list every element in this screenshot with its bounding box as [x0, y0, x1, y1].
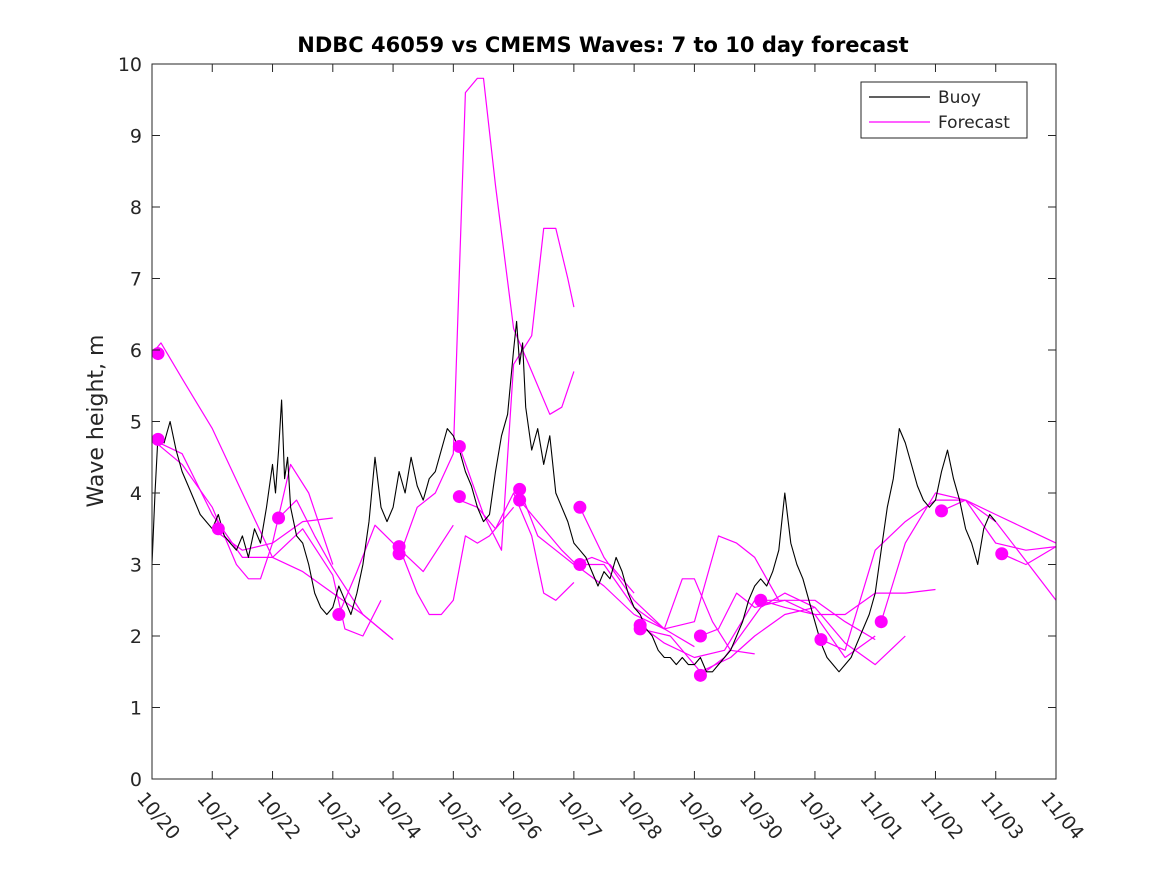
y-tick-label: 2 [130, 626, 142, 648]
y-tick-label: 9 [130, 126, 142, 148]
forecast-line-16 [640, 606, 816, 673]
legend-buoy-label: Buoy [938, 88, 981, 108]
forecast-marker [934, 504, 948, 518]
forecast-line-17 [700, 592, 876, 659]
y-tick-label: 0 [130, 769, 142, 791]
forecast-marker [754, 593, 768, 607]
y-tick-label: 3 [130, 555, 142, 577]
forecast-line-2 [151, 438, 333, 580]
forecast-marker [392, 547, 406, 561]
forecast-marker [693, 668, 707, 682]
y-axis-label: Wave height, m [84, 335, 109, 508]
plot-background [152, 64, 1056, 779]
forecast-marker [151, 347, 165, 361]
forecast-marker [995, 547, 1009, 561]
forecast-marker [452, 440, 466, 454]
chart-title: NDBC 46059 vs CMEMS Waves: 7 to 10 day f… [297, 33, 908, 57]
forecast-marker [272, 511, 286, 525]
buoy-line [151, 320, 997, 673]
forecast-line-1 [151, 342, 394, 641]
forecast-line-14 [579, 535, 780, 630]
forecast-line-15 [639, 599, 876, 659]
y-tick-label: 8 [130, 197, 142, 219]
plot-area [152, 64, 1056, 779]
forecast-line-10 [458, 227, 575, 551]
y-tick-label: 6 [130, 340, 142, 362]
series-layer [151, 77, 1057, 682]
forecast-marker [513, 493, 527, 507]
forecast-marker [693, 629, 707, 643]
forecast-line-3 [151, 438, 382, 637]
y-tick-label: 10 [118, 54, 142, 76]
forecast-marker [573, 500, 587, 514]
y-tick-label: 4 [130, 483, 142, 505]
forecast-marker [151, 432, 165, 446]
forecast-marker [814, 633, 828, 647]
forecast-line-19 [760, 588, 936, 616]
forecast-marker [332, 608, 346, 622]
y-tick-label: 5 [130, 412, 142, 434]
forecast-marker [874, 615, 888, 629]
forecast-line-13 [579, 507, 755, 655]
forecast-line-23 [1001, 546, 1057, 566]
forecast-line-5 [278, 499, 394, 641]
y-tick-label: 7 [130, 269, 142, 291]
legend: Buoy Forecast [860, 81, 1028, 139]
legend-box [860, 81, 1028, 139]
forecast-line-7 [398, 506, 515, 616]
forecast-marker [452, 490, 466, 504]
forecast-line-8 [398, 77, 575, 558]
forecast-marker [211, 522, 225, 536]
forecast-line-12 [519, 499, 695, 648]
forecast-line-22 [941, 499, 1057, 544]
legend-forecast-label: Forecast [938, 113, 1010, 133]
forecast-marker [573, 558, 587, 571]
forecast-line-6 [338, 524, 454, 615]
forecast-line-9 [459, 492, 575, 601]
forecast-marker [513, 482, 527, 496]
y-tick-label: 1 [130, 698, 142, 720]
forecast-marker [633, 622, 647, 636]
